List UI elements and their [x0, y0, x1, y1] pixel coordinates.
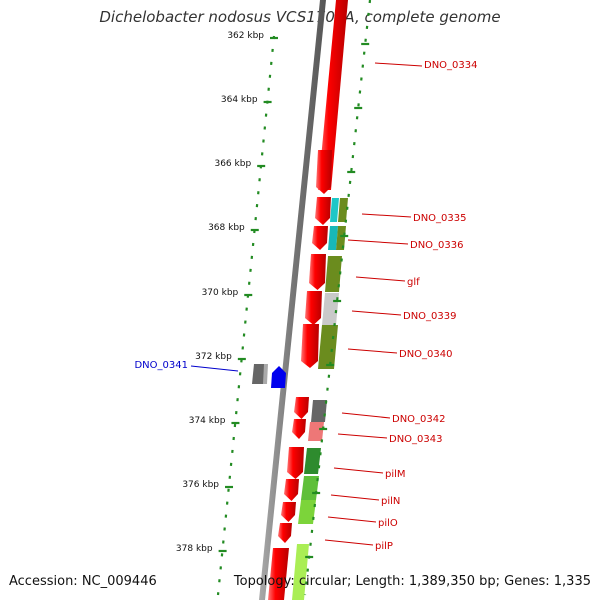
ruler-tick-label: 370 kbp: [202, 288, 239, 298]
ruler-tick-label: 366 kbp: [214, 159, 251, 169]
gene-leader-line-dno_0343: [337, 433, 388, 439]
gene-arrow-dno_0335: [315, 197, 331, 225]
gene-label-dno_0334: DNO_0334: [424, 60, 478, 71]
gene-leader-line-pilm: [333, 467, 384, 474]
genome-backbone: [259, 0, 326, 600]
feature-block-lime: [292, 544, 309, 600]
gene-label-dno_0342: DNO_0342: [392, 414, 446, 425]
gene-label-dno_0341: DNO_0341: [134, 360, 188, 371]
gene-arrow-dno_0342: [294, 397, 309, 419]
gene-label-dno_0339: DNO_0339: [403, 311, 457, 322]
feature-block-cyan: [330, 198, 339, 222]
feature-block-dark: [311, 400, 327, 422]
gene-arrow-dno_0339: [305, 291, 322, 325]
feature-block-dark: [252, 364, 266, 384]
gene-label-pilp: pilP: [375, 541, 393, 552]
feature-block-olive: [318, 325, 338, 369]
gene-label-dno_0336: DNO_0336: [410, 240, 464, 251]
gene-arrow-dno_0340: [301, 324, 319, 368]
gene-arrow-pilm: [287, 447, 304, 479]
gene-arrow-glf: [309, 254, 326, 290]
feature-block-olive: [336, 226, 346, 250]
feature-block-olive: [338, 198, 348, 222]
ruler-dotted-line-right: [303, 0, 372, 596]
gene-leader-line-piln: [330, 494, 380, 501]
cds-block-upper: [318, 0, 348, 190]
gene-leader-line-dno_0340: [347, 348, 398, 354]
gene-arrow-pilp: [278, 523, 292, 543]
gene-arrow-piln: [284, 479, 299, 501]
ruler-tick-label: 376 kbp: [182, 480, 219, 490]
gene-leader-line-dno_0341: [190, 365, 239, 372]
gene-arrow-pilo: [281, 502, 296, 522]
feature-block-cyan: [328, 226, 338, 250]
feature-block-green: [304, 448, 321, 474]
gene-label-pilo: pilO: [378, 518, 398, 529]
feature-block-lightgreen: [298, 500, 316, 524]
ruler-tick-label: 368 kbp: [208, 223, 245, 233]
feature-block-olive: [325, 256, 342, 292]
accession-text: Accession: NC_009446: [9, 574, 157, 589]
gene-leader-line-pilo: [327, 516, 377, 523]
feature-block-salmon: [308, 422, 324, 441]
gene-arrow-dno_0334: [316, 150, 332, 194]
gene-leader-line-dno_0335: [361, 213, 412, 218]
gene-leader-line-pilp: [324, 539, 374, 546]
gene-arrow-dno_0341: [271, 366, 286, 388]
gene-label-dno_0335: DNO_0335: [413, 213, 467, 224]
genome-summary-text: Topology: circular; Length: 1,389,350 bp…: [233, 574, 591, 589]
map-title: Dichelobacter nodosus VCS1703A, complete…: [99, 8, 501, 26]
gene-leader-line-dno_0334: [374, 62, 423, 67]
gene-leader-line-dno_0342: [341, 412, 391, 419]
gene-arrow-dno_0336: [312, 226, 328, 250]
gene-label-pilm: pilM: [385, 469, 406, 480]
ruler-tick-label: 374 kbp: [189, 416, 226, 426]
ruler-dotted-line-left: [216, 35, 276, 596]
gene-leader-line-dno_0336: [347, 239, 409, 245]
gene-arrow-dno_0343: [292, 419, 306, 439]
gene-label-piln: pilN: [381, 496, 400, 507]
ruler-tick-label: 378 kbp: [176, 544, 213, 554]
gene-label-dno_0343: DNO_0343: [389, 434, 443, 445]
gene-label-dno_0340: DNO_0340: [399, 349, 453, 360]
feature-block-lightgreen: [301, 476, 319, 500]
cds-block-lower: [268, 548, 289, 600]
ruler-tick-label: 364 kbp: [221, 95, 258, 105]
feature-block-light: [263, 364, 268, 384]
gene-leader-line-glf: [355, 276, 406, 282]
ruler-tick-label: 362 kbp: [227, 31, 264, 41]
gene-label-glf: glf: [407, 277, 420, 288]
ruler-tick-label: 372 kbp: [195, 352, 232, 362]
gene-leader-line-dno_0339: [351, 310, 402, 316]
